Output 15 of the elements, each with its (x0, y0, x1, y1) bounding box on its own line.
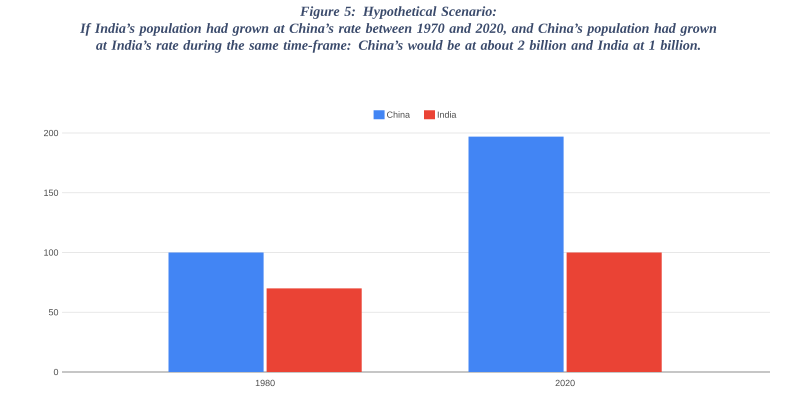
x-tick-label: 2020 (556, 380, 575, 386)
y-tick-label: 150 (44, 190, 58, 196)
legend-label: China (387, 111, 410, 118)
y-tick-label: 100 (44, 249, 58, 256)
y-tick-label: 0 (54, 368, 58, 376)
bar (566, 252, 662, 372)
bar (266, 288, 362, 372)
legend-label: India (438, 111, 456, 118)
bar (468, 136, 564, 372)
x-tick-label: 1980 (256, 380, 275, 386)
bar (168, 252, 264, 372)
chart-subtitle: If India’s population had grown at China’s rate between 1970 and 2020, and China’s population had grown at India’s rate during the same time-frame: China’s would be at about 2 billion and India at 1 billion. (80, 22, 716, 53)
chart-title: Figure 5: Hypothetical Scenario: (300, 6, 496, 19)
y-tick-label: 200 (44, 130, 58, 136)
y-tick-label: 50 (48, 309, 58, 316)
